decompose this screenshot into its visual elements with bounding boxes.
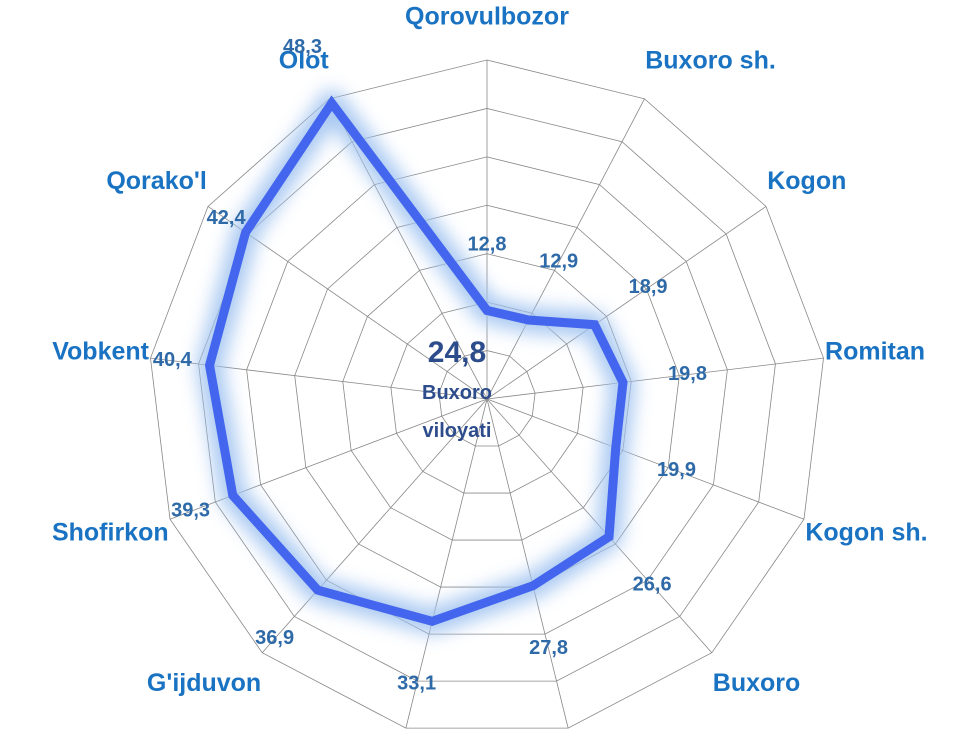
spoke <box>486 357 824 400</box>
spoke <box>261 398 488 654</box>
value-label: 18,9 <box>629 276 668 298</box>
center-name: Buxoro viloyati <box>422 382 492 442</box>
category-label: Shofirkon <box>52 519 169 547</box>
spoke <box>486 398 805 520</box>
grid-ring <box>150 59 824 729</box>
category-label: Qorako'l <box>106 167 206 195</box>
marks <box>196 90 636 635</box>
spoke <box>486 398 569 729</box>
grid-ring <box>342 253 632 541</box>
spoke <box>486 98 645 400</box>
value-label: 26,6 <box>633 574 672 596</box>
value-label: 12,9 <box>539 251 578 273</box>
category-label: Olot <box>279 46 330 74</box>
value-label: 19,8 <box>668 363 707 385</box>
series-line <box>204 95 628 627</box>
value-label: 39,3 <box>171 500 210 522</box>
value-label: 36,9 <box>255 627 294 649</box>
spoke <box>486 206 767 400</box>
category-label: Buxoro <box>713 669 801 697</box>
grid-ring <box>294 204 680 588</box>
grid-ring <box>246 156 728 635</box>
value-label: 48,3 <box>283 36 322 58</box>
value-label: 42,4 <box>207 207 247 229</box>
category-label: Romitan <box>825 338 925 366</box>
value-label: 27,8 <box>529 637 568 659</box>
grid-ring <box>390 301 584 494</box>
value-label: 19,9 <box>657 459 696 481</box>
category-label: Buxoro sh. <box>645 46 776 74</box>
category-label: Qorovulbozor <box>405 3 569 31</box>
value-label: 12,8 <box>468 234 507 256</box>
value-label: 33,1 <box>397 673 436 695</box>
category-label: Kogon sh. <box>805 519 927 547</box>
labels: Qorovulbozor 12,8 Buxoro sh. 12,9 Kogon 18,9 R… <box>52 3 928 697</box>
spoke <box>405 398 488 729</box>
value-label: 40,4 <box>153 349 193 371</box>
category-label: Kogon <box>767 167 846 195</box>
center-value: 24,8 <box>428 336 486 369</box>
category-label: Vobkent <box>52 338 149 366</box>
category-label: G'ijduvon <box>147 669 261 697</box>
grid-ring <box>438 350 536 447</box>
